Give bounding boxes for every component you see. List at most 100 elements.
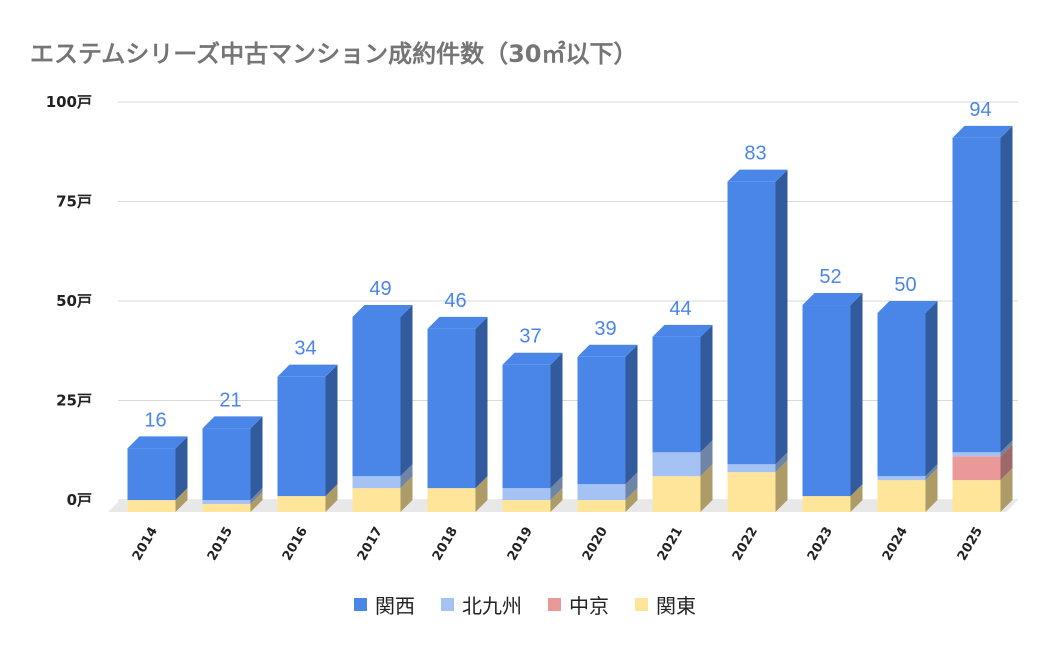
bar-side <box>775 452 788 473</box>
bar-side <box>475 476 488 512</box>
y-tick-label: 50戸 <box>56 292 92 310</box>
bar <box>202 428 251 501</box>
bar <box>427 328 476 489</box>
data-label: 16 <box>144 409 166 431</box>
legend-item: 関西 <box>354 590 415 619</box>
x-tick-label: 2025 <box>955 525 986 564</box>
legend-item: 中京 <box>548 590 609 619</box>
bar <box>352 476 401 489</box>
bar-side <box>475 316 488 489</box>
bar <box>277 496 326 512</box>
bar-stack <box>877 301 938 512</box>
bar-side <box>625 488 638 512</box>
data-label: 52 <box>819 266 841 288</box>
bar <box>127 448 176 501</box>
bar <box>652 476 701 512</box>
x-tick-label: 2023 <box>805 525 836 564</box>
y-tick-label: 75戸 <box>56 193 92 211</box>
bar-side <box>400 304 413 477</box>
bar-side <box>625 472 638 501</box>
bar-stack <box>652 324 713 512</box>
legend-label: 関西 <box>375 594 415 618</box>
data-label: 21 <box>219 389 241 411</box>
bar-side <box>925 468 938 512</box>
bar-side <box>1000 125 1013 453</box>
bar <box>502 500 551 512</box>
bar-stack <box>502 352 563 512</box>
bar-stack <box>952 125 1013 512</box>
bars <box>127 125 1013 512</box>
bar <box>877 480 926 512</box>
data-label: 94 <box>969 99 991 121</box>
bar-side <box>700 464 713 512</box>
bar-side <box>925 464 938 481</box>
y-tick-label: 100戸 <box>46 93 92 111</box>
bar-side <box>250 488 263 505</box>
bar-side <box>850 484 863 512</box>
bar <box>202 500 251 505</box>
y-tick-label: 25戸 <box>56 392 92 410</box>
legend-label: 関東 <box>656 594 696 618</box>
x-tick-label: 2024 <box>880 525 911 564</box>
data-label: 44 <box>669 298 691 320</box>
bar <box>352 316 401 477</box>
bar <box>352 488 401 512</box>
bar-stack <box>727 169 788 512</box>
data-label: 46 <box>444 290 466 312</box>
bar <box>952 137 1001 453</box>
x-tick-label: 2015 <box>205 525 236 564</box>
bar-side <box>925 301 938 477</box>
x-tick-label: 2021 <box>655 525 686 564</box>
data-label: 39 <box>594 318 616 340</box>
bar-top <box>877 301 938 313</box>
bar <box>952 456 1001 481</box>
legend-item: 関東 <box>635 590 696 619</box>
data-label: 34 <box>294 338 316 360</box>
bar <box>802 496 851 512</box>
bar-side <box>175 436 188 501</box>
bar-side <box>700 324 713 453</box>
bar-top <box>577 344 638 357</box>
bar <box>502 364 551 489</box>
bar-side <box>775 169 788 465</box>
bar <box>727 472 776 512</box>
bar <box>502 488 551 501</box>
bar-top <box>502 352 563 365</box>
bar-side <box>625 344 638 485</box>
data-label: 83 <box>744 143 766 165</box>
bar <box>952 480 1001 512</box>
legend: 関西 北九州 中京 関東 <box>0 590 1050 619</box>
bar <box>877 313 926 477</box>
bar-side <box>1000 444 1013 481</box>
chart-floor <box>108 500 1018 512</box>
legend-item: 北九州 <box>441 590 522 619</box>
x-tick-label: 2019 <box>505 525 536 564</box>
legend-swatch <box>354 598 367 611</box>
bar-stack <box>277 364 338 512</box>
bar-top <box>277 364 338 377</box>
bar-top <box>352 304 413 317</box>
bar <box>577 500 626 512</box>
bar-side <box>400 476 413 512</box>
bar-side <box>250 492 263 512</box>
bar-stack <box>202 416 263 512</box>
bar-top <box>652 324 713 337</box>
bar-top <box>202 416 263 429</box>
floor <box>108 500 1018 512</box>
bar <box>127 500 176 512</box>
data-label: 49 <box>369 278 391 300</box>
bar <box>577 356 626 485</box>
x-tick-label: 2016 <box>280 525 311 564</box>
bar-side <box>400 464 413 489</box>
bar-side <box>700 440 713 477</box>
bar-side <box>550 476 563 501</box>
legend-swatch <box>548 598 561 611</box>
bar-side <box>325 484 338 512</box>
bar <box>802 305 851 497</box>
bar <box>952 452 1001 457</box>
legend-label: 北九州 <box>462 594 522 618</box>
bar-top <box>952 125 1013 138</box>
bar-stack <box>352 304 413 512</box>
legend-swatch <box>441 598 454 611</box>
